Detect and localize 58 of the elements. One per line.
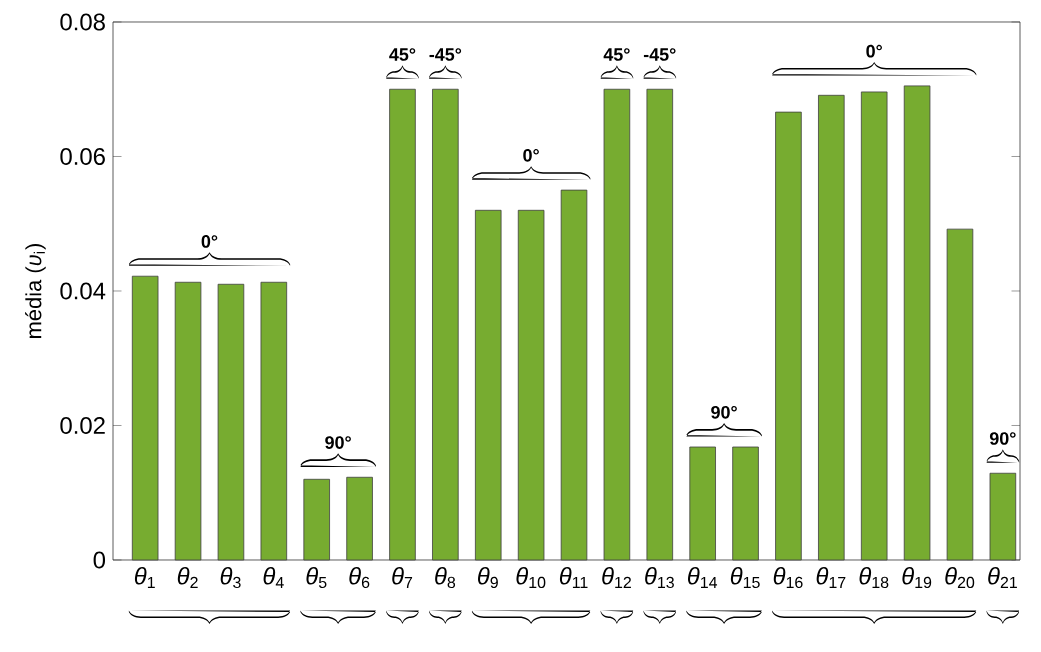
bar — [346, 476, 373, 561]
bar — [860, 91, 888, 561]
x-tick-label: θ$_{1}$ — [134, 567, 155, 588]
annotation: 0° — [201, 235, 218, 248]
bar — [389, 88, 416, 561]
bar — [946, 228, 974, 561]
y-tick-label: 0.06 — [60, 148, 105, 165]
x-tick-label: θ$_{2}$ — [177, 567, 198, 588]
x-tick-label: θ$_{7}$ — [392, 567, 413, 588]
x-tick-label: θ$_{11}$ — [559, 567, 588, 588]
x-tick-label: θ$_{15}$ — [730, 567, 760, 589]
bar — [989, 472, 1017, 561]
y-tick-label: 0.04 — [60, 282, 106, 300]
bar — [732, 446, 759, 561]
x-tick-label: θ$_{18}$ — [859, 567, 889, 589]
bar — [131, 275, 159, 561]
x-tick-label: θ$_{10}$ — [516, 567, 546, 589]
bar — [603, 88, 631, 561]
bar — [260, 281, 288, 561]
x-tick-label: θ$_{6}$ — [349, 567, 370, 589]
bar — [432, 88, 459, 561]
x-tick-label: θ$_{3}$ — [220, 567, 241, 589]
bar — [818, 94, 845, 561]
annotation: 90° — [325, 436, 351, 449]
x-tick-label: θ$_{19}$ — [902, 567, 932, 589]
x-tick-label: θ$_{20}$ — [945, 567, 975, 589]
annotation: 45° — [603, 48, 630, 61]
x-tick-label: θ$_{13}$ — [645, 567, 674, 589]
bar — [303, 478, 330, 561]
annotation: -45° — [643, 48, 676, 61]
x-tick-label: θ$_{9}$ — [478, 567, 498, 589]
bar — [174, 281, 202, 561]
annotation: 90° — [989, 432, 1016, 445]
x-tick-label: θ$_{17}$ — [816, 567, 846, 588]
x-tick-label: θ$_{12}$ — [602, 567, 631, 588]
annotation: 45° — [389, 48, 416, 61]
x-tick-label: θ$_{5}$ — [306, 567, 327, 589]
bar — [775, 111, 802, 561]
annotation: 90° — [711, 405, 737, 419]
y-tick-label: 0.02 — [60, 417, 105, 434]
y-axis-title: média (υ$_{i}$) — [25, 243, 46, 338]
x-tick-label: θ$_{16}$ — [773, 567, 803, 589]
x-tick-label: θ$_{14}$ — [688, 567, 718, 588]
bar — [517, 209, 545, 561]
annotation: 0° — [523, 149, 539, 162]
bar — [903, 85, 931, 561]
annotation: 0° — [866, 44, 882, 58]
bar — [217, 283, 245, 561]
bar — [474, 209, 502, 561]
x-tick-label: θ$_{21}$ — [988, 567, 1017, 588]
annotation: -45° — [429, 48, 462, 61]
bar — [646, 88, 674, 561]
x-tick-label: θ$_{4}$ — [263, 567, 284, 588]
bar — [689, 446, 716, 561]
bar — [560, 189, 588, 561]
y-tick-label: 0.08 — [60, 13, 105, 31]
x-tick-label: θ$_{8}$ — [435, 567, 456, 589]
y-tick-label: 0 — [93, 551, 106, 569]
